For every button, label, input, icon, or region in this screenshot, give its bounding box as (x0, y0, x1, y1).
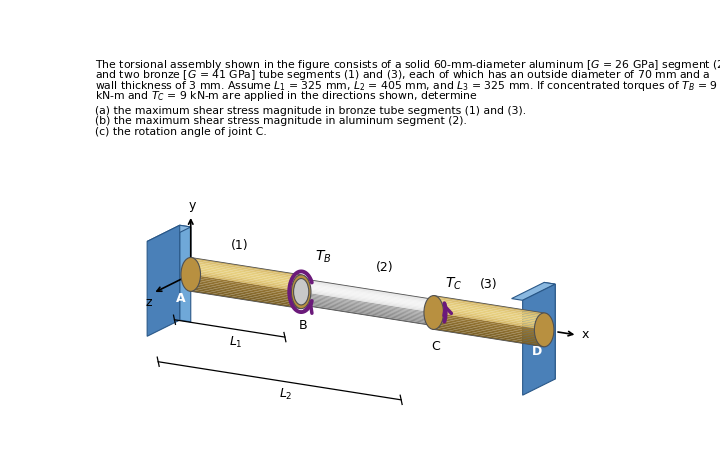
Polygon shape (301, 283, 433, 305)
Text: (2): (2) (376, 262, 393, 274)
Polygon shape (433, 314, 544, 333)
Polygon shape (191, 278, 301, 297)
Ellipse shape (424, 295, 444, 329)
Polygon shape (301, 281, 433, 303)
Polygon shape (301, 280, 433, 302)
Text: and two bronze [$G$ = 41 GPa] tube segments (1) and (3), each of which has an ou: and two bronze [$G$ = 41 GPa] tube segme… (94, 68, 711, 82)
Polygon shape (301, 300, 433, 322)
Polygon shape (191, 261, 301, 280)
Polygon shape (433, 307, 544, 327)
Ellipse shape (426, 300, 441, 326)
Polygon shape (301, 301, 433, 323)
Ellipse shape (181, 257, 200, 291)
Text: $L_3$: $L_3$ (439, 457, 453, 458)
Polygon shape (433, 319, 544, 338)
Text: (c) the rotation angle of joint C.: (c) the rotation angle of joint C. (94, 126, 266, 136)
Text: (1): (1) (230, 239, 248, 251)
Polygon shape (433, 312, 544, 332)
Polygon shape (147, 225, 191, 243)
Polygon shape (191, 262, 301, 282)
Polygon shape (301, 293, 433, 315)
Ellipse shape (534, 313, 554, 347)
Polygon shape (191, 269, 301, 289)
Polygon shape (301, 290, 433, 312)
Polygon shape (191, 288, 301, 307)
Polygon shape (301, 278, 433, 300)
Polygon shape (191, 271, 301, 290)
Polygon shape (191, 276, 301, 295)
Polygon shape (512, 283, 555, 300)
Text: wall thickness of 3 mm. Assume $L_1$ = 325 mm, $L_2$ = 405 mm, and $L_3$ = 325 m: wall thickness of 3 mm. Assume $L_1$ = 3… (94, 79, 717, 93)
Text: A: A (176, 292, 185, 305)
Polygon shape (191, 264, 301, 283)
Text: The torsional assembly shown in the figure consists of a solid 60-mm-diameter al: The torsional assembly shown in the figu… (94, 58, 720, 72)
Text: $L_2$: $L_2$ (279, 387, 292, 402)
Polygon shape (433, 317, 544, 337)
Polygon shape (147, 225, 180, 336)
Polygon shape (433, 328, 544, 347)
Polygon shape (433, 316, 544, 335)
Text: y: y (189, 199, 196, 212)
Ellipse shape (292, 275, 311, 309)
Polygon shape (191, 274, 301, 294)
Polygon shape (301, 302, 433, 324)
Polygon shape (191, 286, 301, 305)
Polygon shape (433, 323, 544, 342)
Text: (a) the maximum shear stress magnitude in bronze tube segments (1) and (3).: (a) the maximum shear stress magnitude i… (94, 106, 526, 116)
Ellipse shape (294, 278, 309, 305)
Polygon shape (301, 296, 433, 318)
Polygon shape (191, 284, 301, 304)
Text: C: C (431, 340, 440, 353)
Polygon shape (433, 299, 544, 318)
Polygon shape (433, 306, 544, 325)
Text: D: D (532, 345, 542, 358)
Polygon shape (301, 292, 433, 314)
Polygon shape (191, 283, 301, 302)
Polygon shape (191, 267, 301, 287)
Polygon shape (191, 273, 301, 292)
Text: $T_B$: $T_B$ (315, 249, 332, 266)
Polygon shape (433, 300, 544, 320)
Polygon shape (180, 225, 191, 322)
Polygon shape (301, 304, 433, 326)
Text: $L_1$: $L_1$ (229, 335, 243, 350)
Polygon shape (301, 286, 433, 309)
Polygon shape (523, 284, 555, 395)
Text: kN-m and $T_C$ = 9 kN-m are applied in the directions shown, determine: kN-m and $T_C$ = 9 kN-m are applied in t… (94, 89, 477, 103)
Polygon shape (433, 309, 544, 328)
Polygon shape (433, 297, 544, 316)
Polygon shape (301, 297, 433, 319)
Polygon shape (433, 324, 544, 344)
Polygon shape (301, 285, 433, 307)
Text: (3): (3) (480, 278, 498, 291)
Polygon shape (433, 326, 544, 345)
Text: z: z (145, 295, 152, 309)
Polygon shape (301, 298, 433, 321)
Polygon shape (301, 294, 433, 316)
Polygon shape (191, 279, 301, 299)
Polygon shape (433, 321, 544, 340)
Polygon shape (191, 259, 301, 278)
Polygon shape (433, 304, 544, 323)
Polygon shape (191, 281, 301, 300)
Polygon shape (191, 257, 301, 277)
Text: x: x (582, 328, 589, 341)
Text: $T_C$: $T_C$ (444, 276, 462, 292)
Polygon shape (301, 284, 433, 306)
Polygon shape (301, 289, 433, 311)
Polygon shape (191, 266, 301, 285)
Text: B: B (298, 320, 307, 333)
Polygon shape (544, 283, 555, 379)
Polygon shape (433, 295, 544, 315)
Text: (b) the maximum shear stress magnitude in aluminum segment (2).: (b) the maximum shear stress magnitude i… (94, 116, 467, 126)
Polygon shape (301, 288, 433, 310)
Polygon shape (433, 311, 544, 330)
Polygon shape (433, 302, 544, 322)
Polygon shape (191, 289, 301, 309)
